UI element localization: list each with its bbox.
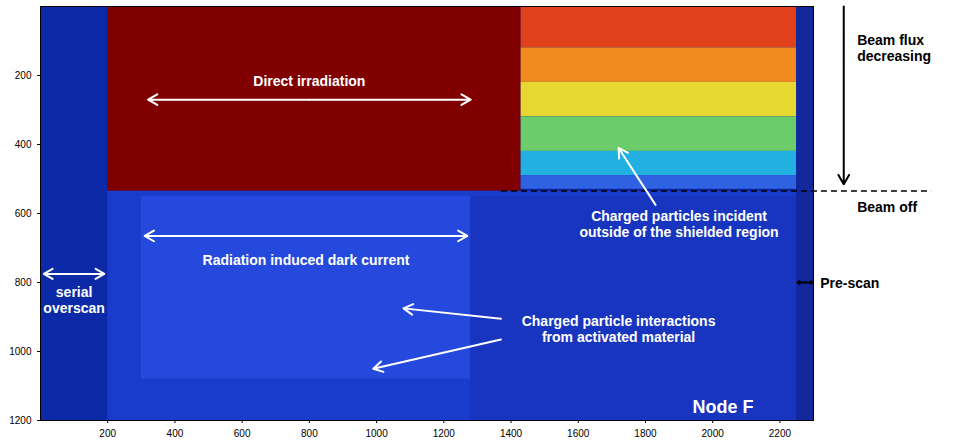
svg-text:800: 800	[15, 277, 32, 288]
svg-text:200: 200	[15, 70, 32, 81]
svg-text:serialoverscan: serialoverscan	[43, 284, 104, 316]
svg-text:1000: 1000	[365, 428, 388, 439]
svg-text:400: 400	[15, 139, 32, 150]
svg-text:200: 200	[99, 428, 116, 439]
svg-text:2000: 2000	[702, 428, 725, 439]
svg-text:Pre-scan: Pre-scan	[820, 275, 879, 291]
svg-text:600: 600	[234, 428, 251, 439]
svg-text:2200: 2200	[769, 428, 792, 439]
svg-text:800: 800	[301, 428, 318, 439]
svg-text:Node F: Node F	[693, 397, 754, 417]
svg-text:1200: 1200	[9, 415, 32, 426]
svg-text:600: 600	[15, 208, 32, 219]
svg-text:Charged particles incidentouts: Charged particles incidentoutside of the…	[580, 208, 779, 240]
svg-text:1200: 1200	[433, 428, 456, 439]
svg-text:1600: 1600	[567, 428, 590, 439]
svg-text:1400: 1400	[500, 428, 523, 439]
svg-text:Charged particle interactionsf: Charged particle interactionsfrom activa…	[522, 313, 716, 345]
svg-text:1000: 1000	[9, 346, 32, 357]
svg-text:Beam off: Beam off	[857, 199, 917, 215]
svg-text:400: 400	[167, 428, 184, 439]
svg-text:Direct irradiation: Direct irradiation	[253, 73, 365, 89]
svg-text:1800: 1800	[634, 428, 657, 439]
svg-text:Radiation induced dark current: Radiation induced dark current	[203, 252, 410, 268]
svg-text:Beam fluxdecreasing: Beam fluxdecreasing	[857, 32, 931, 64]
